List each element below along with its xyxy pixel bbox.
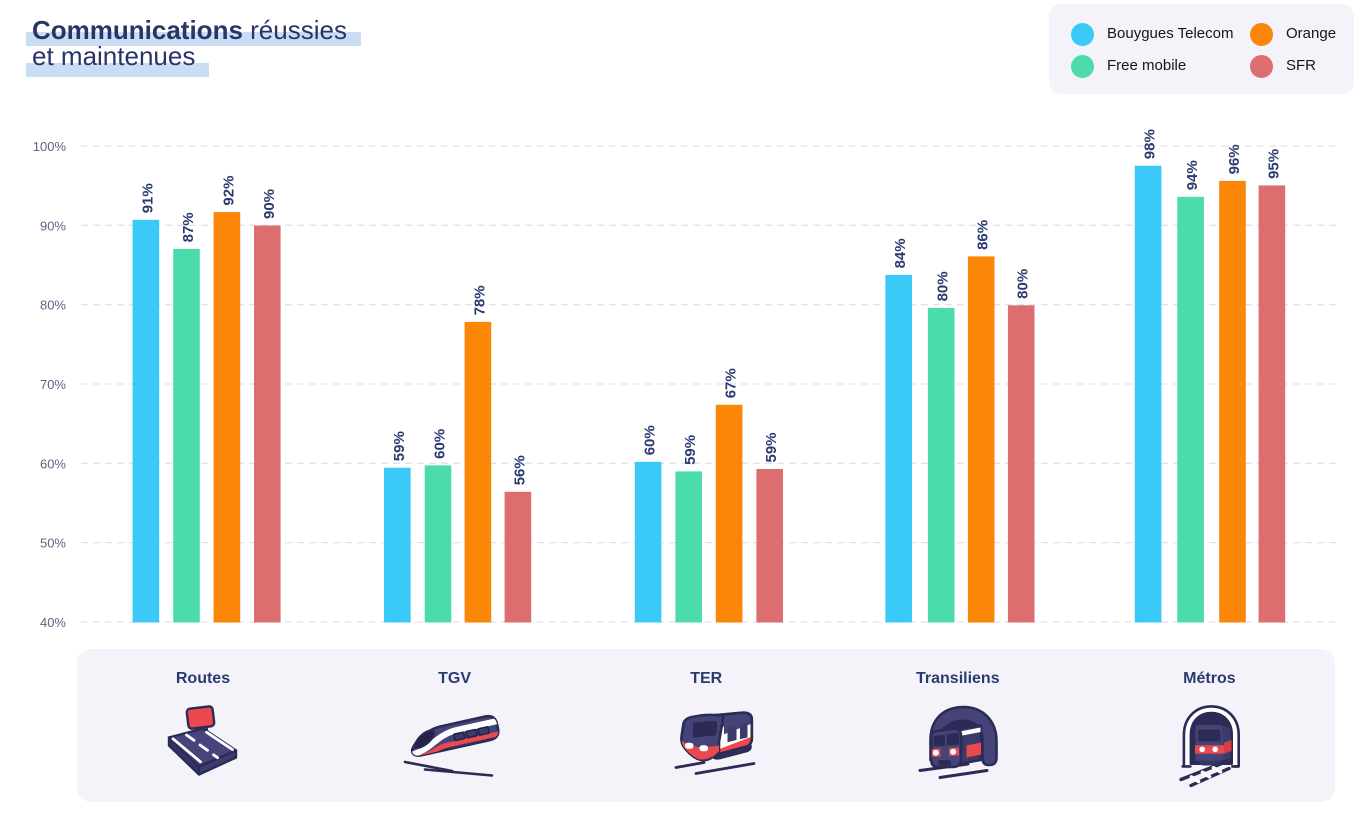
svg-text:95%: 95% xyxy=(1265,149,1282,179)
svg-text:94%: 94% xyxy=(1184,160,1201,190)
svg-text:84%: 84% xyxy=(892,238,909,268)
svg-text:40%: 40% xyxy=(40,615,66,630)
svg-text:100%: 100% xyxy=(33,139,67,154)
svg-text:98%: 98% xyxy=(1142,129,1159,159)
svg-text:80%: 80% xyxy=(935,271,952,301)
svg-text:96%: 96% xyxy=(1226,144,1243,174)
svg-text:80%: 80% xyxy=(40,298,66,313)
svg-text:59%: 59% xyxy=(763,432,780,462)
svg-text:91%: 91% xyxy=(139,183,156,213)
svg-text:86%: 86% xyxy=(975,220,992,250)
svg-text:78%: 78% xyxy=(471,285,488,315)
svg-text:90%: 90% xyxy=(261,189,278,219)
svg-text:60%: 60% xyxy=(642,425,659,455)
svg-text:60%: 60% xyxy=(432,429,449,459)
svg-text:50%: 50% xyxy=(40,536,66,551)
svg-text:80%: 80% xyxy=(1015,269,1032,299)
svg-text:59%: 59% xyxy=(391,431,408,461)
svg-text:60%: 60% xyxy=(40,456,66,471)
svg-text:70%: 70% xyxy=(40,377,66,392)
svg-text:67%: 67% xyxy=(723,368,740,398)
svg-text:56%: 56% xyxy=(511,455,528,485)
svg-text:92%: 92% xyxy=(220,176,237,206)
svg-text:87%: 87% xyxy=(180,212,197,242)
svg-text:90%: 90% xyxy=(40,218,66,233)
svg-text:59%: 59% xyxy=(682,435,699,465)
